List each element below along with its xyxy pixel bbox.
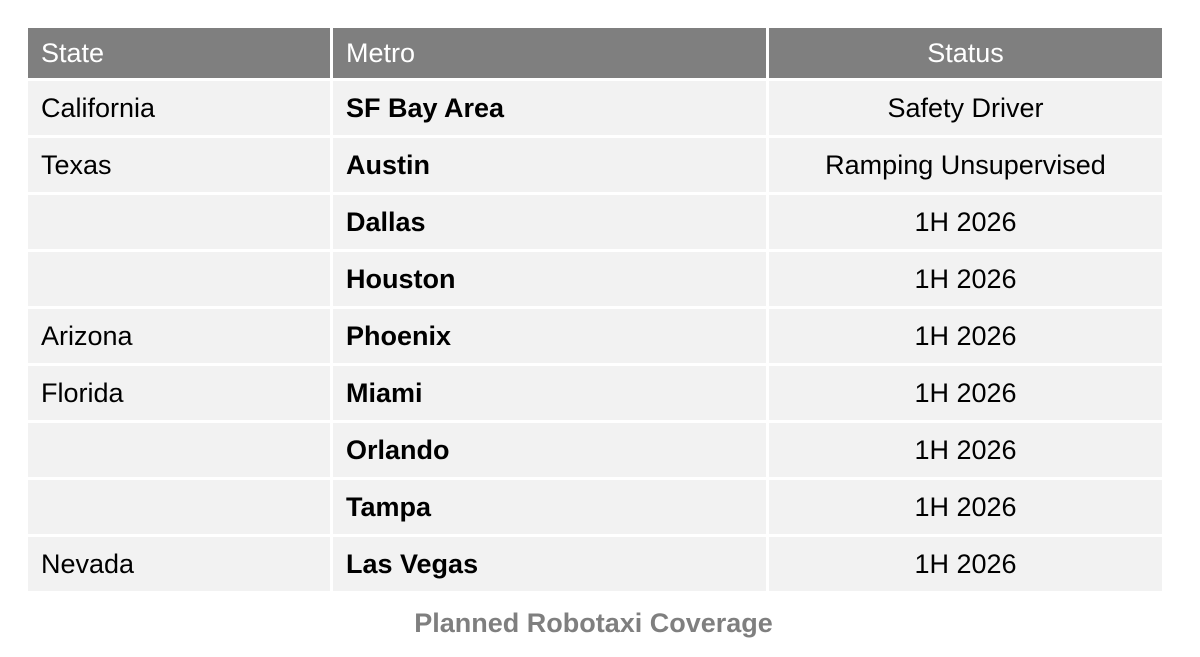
metro-cell: Phoenix (330, 306, 769, 366)
status-cell: 1H 2026 (766, 306, 1165, 366)
table-row: Orlando 1H 2026 (25, 420, 1165, 480)
metro-cell: Orlando (330, 420, 769, 480)
header-row: State Metro Status (25, 25, 1165, 81)
header-cell-status: Status (766, 25, 1165, 81)
status-cell: 1H 2026 (766, 534, 1165, 594)
table-body: California SF Bay Area Safety Driver Texas A… (25, 78, 1165, 594)
status-cell: 1H 2026 (766, 420, 1165, 480)
status-cell: 1H 2026 (766, 363, 1165, 423)
table-row: California SF Bay Area Safety Driver (25, 78, 1165, 138)
metro-cell: Miami (330, 363, 769, 423)
table-caption: Planned Robotaxi Coverage (414, 608, 773, 638)
metro-cell: Las Vegas (330, 534, 769, 594)
status-cell: 1H 2026 (766, 249, 1165, 309)
state-cell: Nevada (25, 534, 333, 594)
state-cell: California (25, 78, 333, 138)
table-row: Tampa 1H 2026 (25, 477, 1165, 537)
state-cell (25, 192, 333, 252)
table-row: Arizona Phoenix 1H 2026 (25, 306, 1165, 366)
metro-cell: Tampa (330, 477, 769, 537)
table-row: Nevada Las Vegas 1H 2026 (25, 534, 1165, 594)
header-cell-state: State (25, 25, 333, 81)
metro-cell: Austin (330, 135, 769, 195)
robotaxi-coverage-table-wrap: State Metro Status California SF Bay Area… (25, 25, 1165, 594)
metro-cell: Dallas (330, 192, 769, 252)
table-row: Dallas 1H 2026 (25, 192, 1165, 252)
robotaxi-coverage-table: State Metro Status California SF Bay Area… (25, 25, 1165, 594)
status-cell: Safety Driver (766, 78, 1165, 138)
state-cell (25, 420, 333, 480)
header-cell-metro: Metro (330, 25, 769, 81)
status-cell: 1H 2026 (766, 477, 1165, 537)
table-row: Houston 1H 2026 (25, 249, 1165, 309)
status-cell: 1H 2026 (766, 192, 1165, 252)
state-cell (25, 249, 333, 309)
state-cell (25, 477, 333, 537)
state-cell: Texas (25, 135, 333, 195)
table-row: Texas Austin Ramping Unsupervised (25, 135, 1165, 195)
metro-cell: SF Bay Area (330, 78, 769, 138)
table-header: State Metro Status (25, 25, 1165, 81)
state-cell: Arizona (25, 306, 333, 366)
metro-cell: Houston (330, 249, 769, 309)
state-cell: Florida (25, 363, 333, 423)
table-row: Florida Miami 1H 2026 (25, 363, 1165, 423)
status-cell: Ramping Unsupervised (766, 135, 1165, 195)
